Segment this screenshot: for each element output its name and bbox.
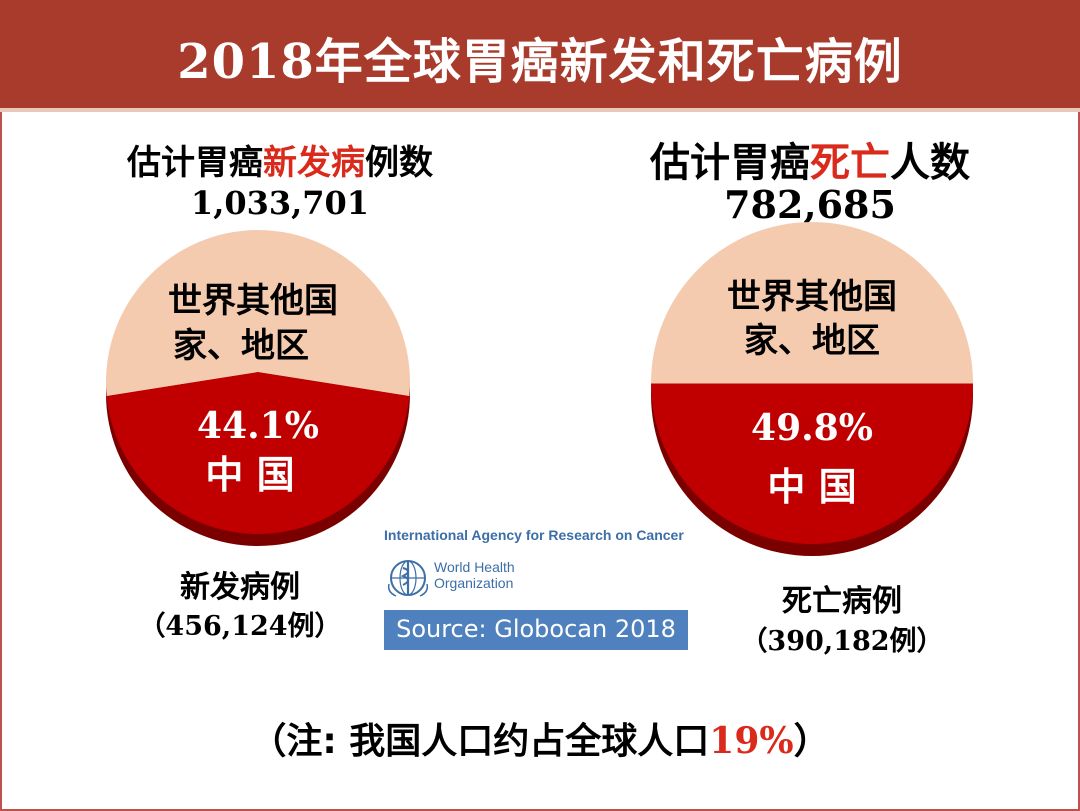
who-emblem-icon xyxy=(387,560,429,597)
pie-slice-china-deaths xyxy=(651,383,973,544)
source-logo-block: International Agency for Research on Can… xyxy=(384,522,692,652)
content-frame xyxy=(0,112,1080,811)
pie-slice-china-new-cases xyxy=(106,372,410,535)
right-caption-count: （390,182例） xyxy=(740,626,944,657)
left-total: 1,033,701 xyxy=(190,184,370,222)
footnote: （注: 我国人口约占全球人口19%） xyxy=(0,712,1080,764)
pie-chart-deaths: 世界其他国 家、地区 49.8% 中 国 xyxy=(651,221,974,556)
iarc-name: International Agency for Research on Can… xyxy=(384,527,684,543)
right-china-label: 中 国 xyxy=(767,465,856,509)
left-rest-label-line1: 世界其他国 xyxy=(168,281,338,321)
left-heading-prefix: 估计胃癌 xyxy=(127,143,263,183)
footnote-prefix: （注: 我国人口约占全球人口 xyxy=(250,721,710,762)
left-china-label: 中 国 xyxy=(205,453,294,497)
footnote-suffix: ） xyxy=(793,721,830,762)
right-caption: 死亡病例 xyxy=(782,584,902,619)
right-china-percent: 49.8% xyxy=(751,407,873,449)
left-china-percent: 44.1% xyxy=(197,405,319,447)
left-caption: 新发病例 xyxy=(180,570,300,605)
pie-chart-new-cases: 世界其他国 家、地区 44.1% 中 国 xyxy=(106,230,411,546)
left-heading-suffix: 例数 xyxy=(365,143,433,183)
right-heading-prefix: 估计胃癌 xyxy=(650,140,810,186)
right-total: 782,685 xyxy=(724,182,896,227)
right-rest-label-line1: 世界其他国 xyxy=(727,277,897,317)
right-heading: 估计胃癌死亡人数 xyxy=(590,130,1030,188)
left-heading: 估计胃癌新发病例数 xyxy=(60,135,500,184)
left-caption-count: （456,124例） xyxy=(138,611,342,642)
right-heading-highlight: 死亡 xyxy=(810,140,890,186)
pie-slice-rest-new-cases xyxy=(106,230,411,397)
who-name-line1: World Health xyxy=(434,559,515,575)
left-rest-label-line2: 家、地区 xyxy=(173,326,309,366)
right-heading-suffix: 人数 xyxy=(890,140,970,186)
left-heading-highlight: 新发病 xyxy=(263,143,365,183)
who-name-line2: Organization xyxy=(434,575,514,591)
page-title: 2018年全球胃癌新发和死亡病例 xyxy=(177,34,903,90)
title-bar: 2018年全球胃癌新发和死亡病例 xyxy=(0,0,1080,112)
footnote-percent: 19% xyxy=(709,720,794,762)
source-text: Source: Globocan 2018 xyxy=(396,615,676,643)
pie-slice-rest-deaths xyxy=(651,221,974,384)
right-rest-label-line2: 家、地区 xyxy=(744,321,880,361)
source-box: Source: Globocan 2018 xyxy=(384,610,688,650)
